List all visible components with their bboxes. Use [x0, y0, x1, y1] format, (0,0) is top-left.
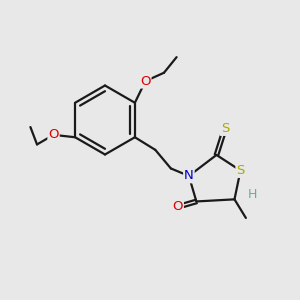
Text: S: S [236, 164, 245, 177]
Text: S: S [221, 122, 229, 135]
Text: O: O [172, 200, 183, 213]
Text: O: O [140, 75, 151, 88]
Text: N: N [184, 169, 194, 182]
Text: O: O [48, 128, 59, 141]
Text: H: H [248, 188, 257, 201]
